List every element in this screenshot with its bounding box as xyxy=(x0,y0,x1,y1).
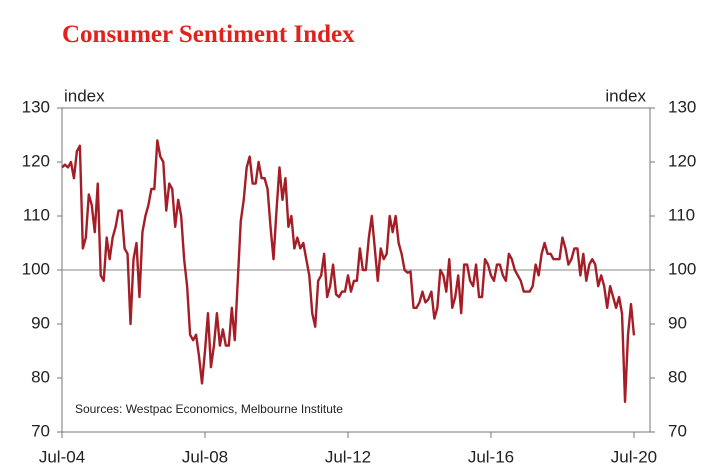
x-tick-label: Jul-12 xyxy=(325,447,371,466)
source-note: Sources: Westpac Economics, Melbourne In… xyxy=(75,402,343,416)
y2-tick-label: 90 xyxy=(668,313,687,332)
y2-tick-label: 100 xyxy=(668,259,696,278)
y2-axis-label: index xyxy=(605,86,646,105)
y-tick-label: 90 xyxy=(31,313,50,332)
y2-tick-label: 110 xyxy=(668,205,695,224)
y-tick-label: 110 xyxy=(23,205,50,224)
y2-tick-label: 70 xyxy=(668,421,687,440)
y-axis-label: index xyxy=(64,86,105,105)
y-tick-label: 100 xyxy=(22,259,50,278)
y2-tick-label: 120 xyxy=(668,151,696,170)
y-tick-label: 130 xyxy=(22,97,50,116)
x-tick-label: Jul-04 xyxy=(39,447,85,466)
x-tick-label: Jul-16 xyxy=(468,447,514,466)
data-line xyxy=(61,139,636,403)
y-tick-label: 120 xyxy=(22,151,50,170)
chart-title: Consumer Sentiment Index xyxy=(62,21,355,48)
y-tick-label: 80 xyxy=(31,367,50,386)
x-tick-label: Jul-20 xyxy=(611,447,657,466)
y2-tick-label: 80 xyxy=(668,367,687,386)
y2-tick-label: 130 xyxy=(668,97,696,116)
y-tick-label: 70 xyxy=(31,421,50,440)
x-tick-label: Jul-08 xyxy=(182,447,228,466)
